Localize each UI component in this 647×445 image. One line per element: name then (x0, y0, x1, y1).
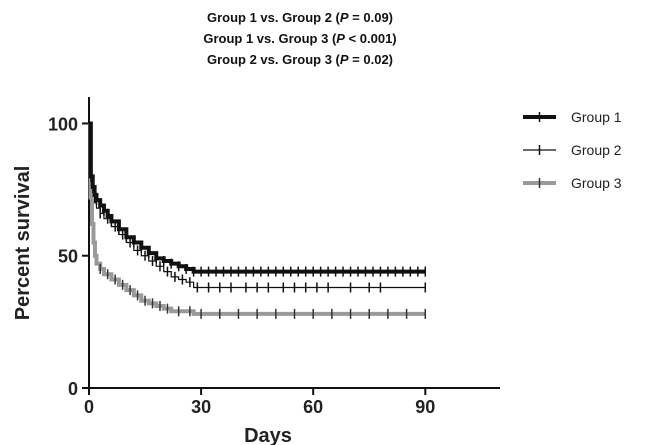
x-tick-label: 30 (191, 397, 211, 417)
axes (88, 97, 500, 389)
x-tick-label: 60 (303, 397, 323, 417)
annotation-3-suffix: = 0.02) (348, 52, 394, 67)
x-axis-label: Days (244, 425, 292, 445)
x-tick-label: 0 (84, 397, 94, 417)
legend-label-2: Group 2 (571, 142, 622, 158)
comparison-annotation-3: Group 2 vs. Group 3 (P = 0.02) (0, 52, 600, 67)
x-tick-label: 90 (415, 397, 435, 417)
series-3 (88, 121, 427, 319)
annotation-1-suffix: = 0.09) (348, 10, 394, 25)
comparison-annotation-1: Group 1 vs. Group 2 (P = 0.09) (0, 10, 600, 25)
annotation-2-p: P (336, 31, 345, 46)
y-tick-label: 0 (68, 379, 78, 399)
legend-label-1: Group 1 (571, 109, 622, 125)
annotation-2-prefix: Group 1 vs. Group 3 ( (203, 31, 337, 46)
comparison-annotation-2: Group 1 vs. Group 3 (P < 0.001) (0, 31, 600, 46)
y-tick-label: 50 (58, 247, 78, 267)
annotation-2-suffix: < 0.001) (344, 31, 397, 46)
survival-curve-1 (88, 121, 426, 274)
annotation-1-prefix: Group 1 vs. Group 2 ( (206, 10, 340, 25)
series-2 (89, 122, 427, 293)
series-layer (88, 121, 427, 319)
tick-layer: 0 50 100 0 30 60 90 (48, 114, 435, 417)
legend: Group 1 Group 2 Group 3 (523, 109, 622, 191)
annotation-3-p: P (339, 52, 349, 67)
annotation-1-p: P (339, 10, 349, 25)
legend-label-3: Group 3 (571, 175, 622, 191)
series-1 (88, 121, 427, 277)
survival-curve-2 (89, 122, 426, 289)
y-tick-label: 100 (48, 114, 78, 134)
survival-curve-3 (88, 121, 426, 316)
annotation-3-prefix: Group 2 vs. Group 3 ( (206, 52, 340, 67)
y-axis-label: Percent survival (12, 166, 34, 321)
